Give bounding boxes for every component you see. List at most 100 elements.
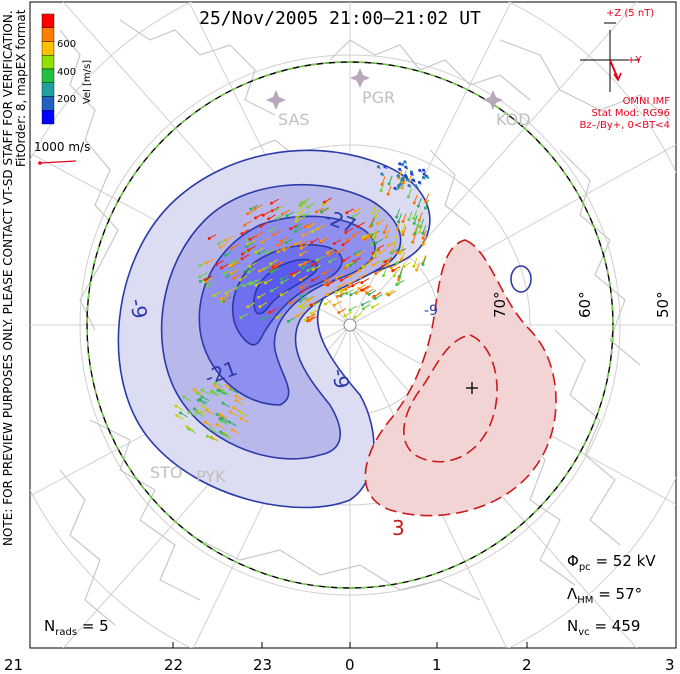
vector-line	[369, 256, 378, 262]
vector-line	[372, 302, 380, 308]
vector-line	[183, 396, 192, 402]
vector-line	[388, 175, 393, 185]
vector-line	[243, 267, 252, 272]
vector-line	[342, 285, 350, 291]
vector-line	[307, 295, 315, 301]
station-labels: SAS PGR KOD STO PYK	[150, 88, 531, 486]
stat-lambda-hm: ΛHM = 57°	[567, 585, 643, 606]
vector-line	[366, 288, 374, 294]
vector-line	[352, 281, 361, 287]
vector-line	[224, 269, 232, 274]
vector-line	[414, 225, 419, 234]
scale-vector-label: 1000 m/s	[34, 140, 91, 154]
vector-line	[393, 234, 398, 244]
vector-line	[222, 402, 231, 408]
vector-line	[402, 163, 405, 167]
vector-line	[337, 247, 346, 253]
vector-line	[266, 248, 275, 254]
vector-line	[201, 396, 210, 402]
stat-n-vc: Nvc = 459	[567, 617, 641, 638]
vector-line	[368, 289, 377, 295]
mlt-tick-3: 3	[665, 656, 675, 674]
vector-line	[261, 314, 270, 320]
vector-line	[350, 290, 359, 296]
imf-clock	[580, 22, 640, 92]
vector-line	[216, 260, 224, 266]
vector-line	[302, 263, 311, 269]
vector-line	[221, 263, 229, 269]
colorbar-box	[41, 68, 55, 83]
vector-line	[377, 219, 385, 225]
vector-line	[196, 411, 204, 417]
vector-line	[205, 421, 213, 427]
vector-line	[295, 222, 303, 228]
hm-boundary-dash	[86, 61, 614, 589]
vector-line	[233, 273, 241, 279]
vector-line	[255, 280, 264, 286]
vector-line	[301, 240, 309, 246]
vector-line	[240, 411, 248, 417]
vector-line	[321, 207, 329, 213]
vector-line	[375, 269, 383, 275]
vector-line	[311, 237, 320, 243]
vector-line	[327, 248, 335, 254]
contour-label: -9	[327, 367, 354, 391]
vector-line	[337, 291, 345, 297]
vector-line	[290, 224, 298, 230]
vector-line	[345, 227, 354, 233]
vector-line	[304, 259, 312, 265]
vector-line	[243, 281, 252, 287]
vector-line	[280, 236, 289, 242]
vector-line	[213, 291, 222, 297]
vector-line	[205, 277, 213, 282]
contour-label: 3	[392, 516, 405, 540]
vector-line	[327, 280, 336, 286]
station-label-pyk: PYK	[196, 467, 226, 486]
vector-line	[239, 275, 248, 281]
vector-line	[336, 287, 344, 293]
vector-line	[343, 256, 351, 262]
vector-line	[417, 217, 422, 226]
vector-line	[291, 269, 299, 275]
vector-line	[250, 204, 258, 210]
vector-line	[369, 218, 374, 227]
vector-line	[276, 313, 285, 319]
vector-line	[372, 229, 377, 238]
vector-line	[302, 230, 311, 236]
vector-line	[289, 298, 298, 304]
vector-line	[363, 285, 372, 291]
vector-line	[283, 245, 292, 251]
vector-line	[241, 229, 250, 235]
vector-line	[206, 409, 214, 415]
vector-line	[360, 273, 368, 279]
vector-line	[300, 283, 309, 289]
vector-line	[321, 236, 329, 242]
vector-line	[412, 234, 417, 243]
vector-line	[349, 279, 357, 285]
vector-line	[307, 266, 316, 271]
vector-line	[328, 250, 336, 256]
vector-line	[226, 385, 234, 391]
vector-line	[384, 257, 393, 263]
vector-line	[277, 240, 286, 246]
vector-line	[211, 390, 220, 396]
vector-line	[404, 161, 408, 165]
vector-line	[342, 240, 351, 246]
vector-line	[198, 399, 206, 405]
vector-line	[219, 390, 227, 395]
vector-line	[293, 271, 302, 276]
vector-line	[424, 199, 429, 209]
vector-line	[225, 288, 234, 294]
mlt-tick-2: 2	[522, 656, 532, 674]
vector-line	[397, 175, 401, 179]
vector-line	[383, 267, 387, 276]
vector-line	[216, 424, 225, 430]
vector-line	[310, 300, 319, 306]
vector-line	[400, 251, 405, 260]
vector-line	[305, 315, 313, 321]
vector-line	[235, 283, 244, 289]
mlt-tick-1: 1	[432, 656, 442, 674]
vector-line	[210, 428, 218, 434]
vector-line	[299, 301, 307, 307]
vector-line	[300, 198, 309, 204]
